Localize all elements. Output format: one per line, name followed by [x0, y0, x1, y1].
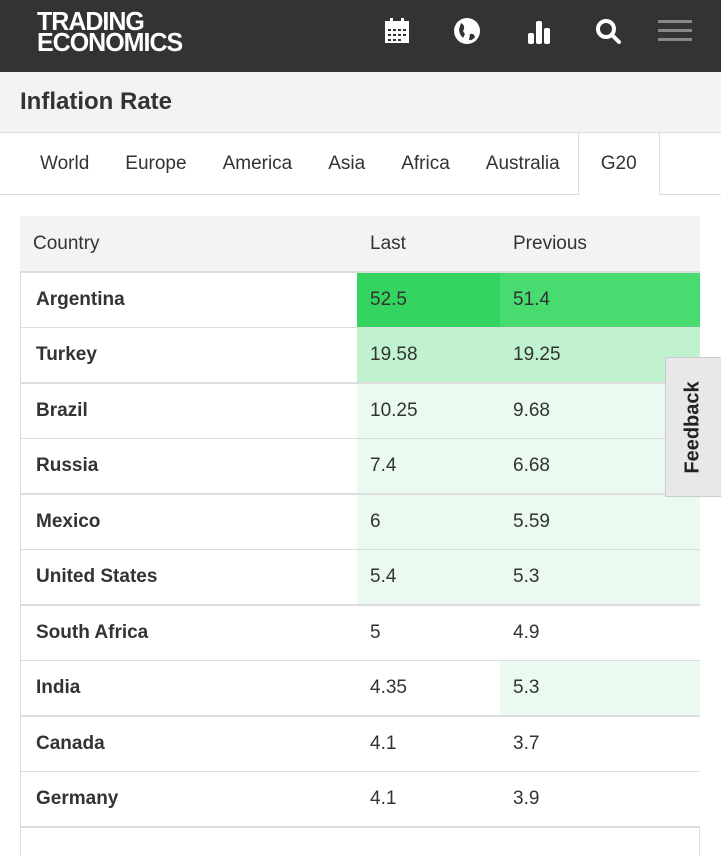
previous-cell: 3.7	[500, 716, 700, 772]
last-cell: 5.4	[357, 549, 500, 606]
last-cell: 4.1	[357, 716, 500, 772]
country-cell[interactable]: Argentina	[20, 272, 357, 328]
previous-cell: 5.3	[500, 660, 700, 717]
tab-g20[interactable]: G20	[577, 133, 660, 195]
table-row[interactable]: Canada 4.1 3.7	[20, 716, 700, 772]
previous-cell: 5.59	[500, 494, 700, 550]
previous-cell: 5.3	[500, 549, 700, 606]
table-row[interactable]: Turkey 19.58 19.25	[20, 327, 700, 384]
last-cell: 4.35	[357, 660, 500, 717]
country-cell[interactable]: United States	[20, 549, 357, 606]
top-bar: TRADING ECONOMICS	[0, 0, 721, 72]
table-row[interactable]: India 4.35 5.3	[20, 660, 700, 717]
last-cell: 7.4	[357, 438, 500, 495]
previous-cell: 51.4	[500, 272, 700, 328]
menu-icon[interactable]	[657, 16, 693, 46]
search-icon[interactable]	[593, 16, 623, 46]
table-row[interactable]: Brazil 10.25 9.68	[20, 383, 700, 439]
tab-europe[interactable]: Europe	[125, 152, 187, 174]
country-cell[interactable]: South Africa	[20, 605, 357, 661]
table-row[interactable]: Mexico 6 5.59	[20, 494, 700, 550]
table-row[interactable]: Russia 7.4 6.68	[20, 438, 700, 495]
table-row[interactable]: Germany 4.1 3.9	[20, 771, 700, 828]
country-cell[interactable]: India	[20, 660, 357, 717]
region-tabs: World Europe America Asia Africa Australia G20	[0, 133, 721, 195]
bar-chart-icon[interactable]	[524, 16, 554, 46]
previous-cell: 4.9	[500, 605, 700, 661]
last-cell: 10.25	[357, 383, 500, 439]
last-cell: 5	[357, 605, 500, 661]
country-cell[interactable]: Mexico	[20, 494, 357, 550]
tab-asia[interactable]: Asia	[328, 152, 366, 174]
feedback-button[interactable]: Feedback	[665, 357, 721, 497]
last-cell: 4.1	[357, 771, 500, 828]
last-cell: 52.5	[357, 272, 500, 328]
tab-america[interactable]: America	[222, 152, 293, 174]
globe-icon[interactable]	[452, 16, 482, 46]
country-cell[interactable]: Germany	[20, 771, 357, 828]
logo[interactable]: TRADING ECONOMICS	[37, 6, 183, 58]
previous-cell: 3.9	[500, 771, 700, 828]
table-row[interactable]: United States 5.4 5.3	[20, 549, 700, 606]
tab-australia[interactable]: Australia	[485, 152, 560, 174]
country-cell[interactable]: Turkey	[20, 327, 357, 384]
last-cell: 19.58	[357, 327, 500, 384]
table-row[interactable]: South Africa 5 4.9	[20, 605, 700, 661]
country-cell[interactable]: Canada	[20, 716, 357, 772]
inflation-table: Country Last Previous Argentina 52.5 51.4 T…	[20, 216, 700, 828]
country-cell[interactable]: Brazil	[20, 383, 357, 439]
tab-africa[interactable]: Africa	[401, 152, 450, 174]
column-header-previous[interactable]: Previous	[500, 216, 700, 273]
column-header-last[interactable]: Last	[357, 216, 500, 273]
calendar-icon[interactable]	[382, 16, 412, 46]
page-title: Inflation Rate	[0, 72, 721, 133]
column-header-country[interactable]: Country	[20, 216, 357, 273]
table-row[interactable]: Argentina 52.5 51.4	[20, 272, 700, 328]
last-cell: 6	[357, 494, 500, 550]
tab-world[interactable]: World	[40, 152, 90, 174]
country-cell[interactable]: Russia	[20, 438, 357, 495]
